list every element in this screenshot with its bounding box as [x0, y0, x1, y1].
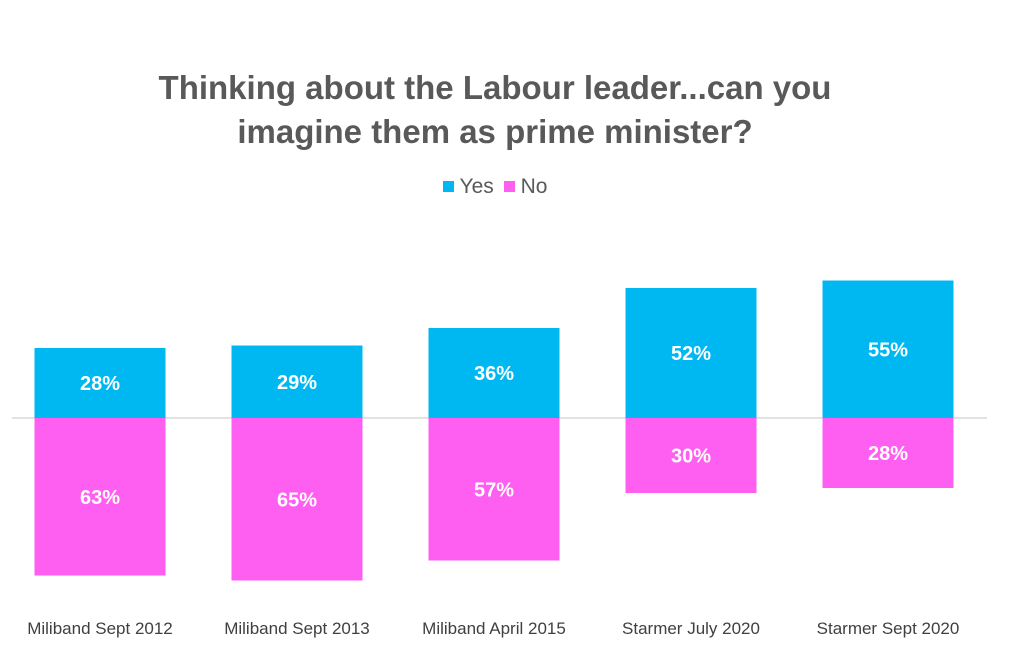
legend-label-no: No [520, 175, 548, 198]
legend-swatch-no [503, 181, 515, 192]
chart-title-line-1: Thinking about the Labour leader...can y… [158, 69, 832, 106]
data-label-no-1: 63% [80, 487, 120, 509]
data-label-yes-1: 28% [80, 373, 120, 395]
bar-no-2 [231, 418, 363, 581]
category-label-1: Miliband Sept 2012 [27, 619, 173, 638]
data-label-yes-5: 55% [868, 339, 908, 361]
data-label-yes-3: 36% [474, 363, 514, 385]
bar-yes-2 [231, 345, 363, 418]
data-label-no-2: 65% [277, 489, 317, 511]
data-label-yes-2: 29% [277, 372, 317, 394]
legend-item-yes: Yes [442, 174, 494, 200]
chart-legend: Yes No [0, 174, 990, 200]
bar-yes-3 [428, 328, 560, 418]
bar-no-4 [625, 418, 757, 493]
bar-no-5 [822, 418, 954, 488]
chart-title-line-2: imagine them as prime minister? [237, 113, 753, 150]
category-label-5: Starmer Sept 2020 [817, 619, 960, 638]
category-label-3: Miliband April 2015 [422, 619, 566, 638]
category-label-4: Starmer July 2020 [622, 619, 760, 638]
bar-no-3 [428, 418, 560, 561]
bar-no-1 [34, 418, 166, 576]
legend-label-yes: Yes [459, 175, 494, 198]
bar-yes-4 [625, 288, 757, 418]
legend-swatch-yes [442, 181, 454, 192]
data-label-no-5: 28% [868, 443, 908, 465]
data-label-yes-4: 52% [671, 343, 711, 365]
category-label-2: Miliband Sept 2013 [224, 619, 370, 638]
legend-item-no: No [503, 174, 548, 200]
chart-title: Thinking about the Labour leader...can y… [0, 66, 990, 154]
bar-yes-5 [822, 280, 954, 418]
data-label-no-3: 57% [474, 479, 514, 501]
bar-yes-1 [34, 348, 166, 418]
data-label-no-4: 30% [671, 446, 711, 468]
